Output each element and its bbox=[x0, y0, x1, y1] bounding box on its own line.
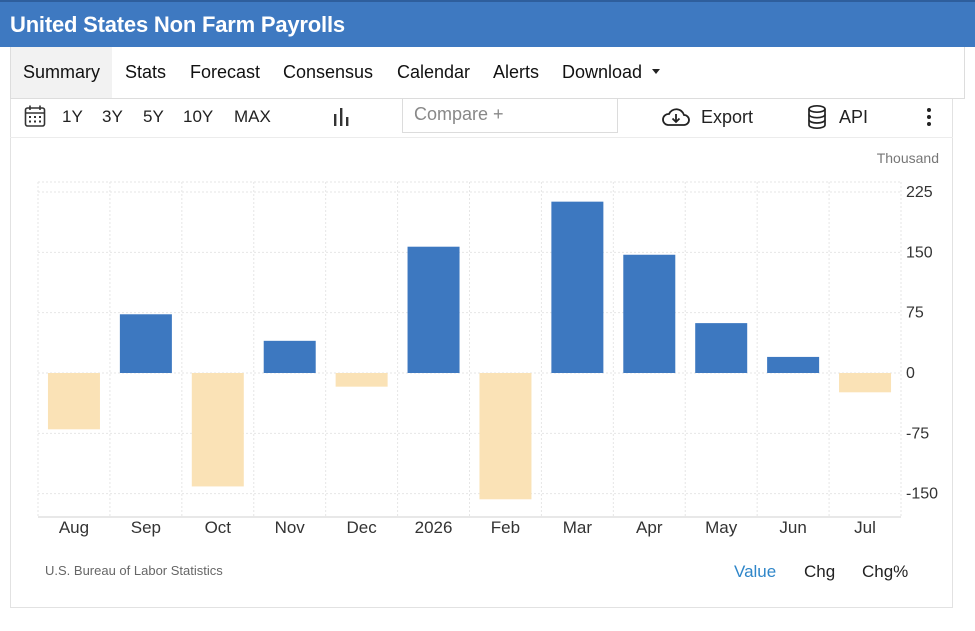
x-tick-label: Jun bbox=[779, 518, 806, 537]
toolbar-divider bbox=[10, 137, 953, 138]
y-tick-label: -150 bbox=[906, 486, 938, 503]
tab-bar: Summary Stats Forecast Consensus Calenda… bbox=[10, 47, 965, 99]
range-5y[interactable]: 5Y bbox=[143, 107, 164, 126]
calendar-icon[interactable] bbox=[24, 104, 46, 128]
mode-chg[interactable]: Chg bbox=[804, 562, 836, 581]
y-tick-label: 0 bbox=[906, 365, 915, 382]
bar bbox=[551, 201, 604, 373]
x-tick-label: Aug bbox=[59, 518, 89, 537]
tab-stats[interactable]: Stats bbox=[125, 62, 167, 82]
y-tick-label: 75 bbox=[906, 305, 924, 322]
x-tick-label: Dec bbox=[347, 518, 378, 537]
compare-input[interactable]: Compare + bbox=[402, 98, 618, 133]
x-tick-label: Oct bbox=[205, 518, 232, 537]
bar bbox=[47, 373, 100, 430]
range-3y[interactable]: 3Y bbox=[102, 107, 123, 126]
bar bbox=[335, 373, 388, 387]
tab-summary[interactable]: Summary bbox=[11, 47, 113, 98]
title-bar: United States Non Farm Payrolls bbox=[0, 0, 975, 47]
y-tick-label: 225 bbox=[906, 184, 933, 201]
y-tick-label: -75 bbox=[906, 425, 929, 442]
bar bbox=[191, 373, 244, 487]
tab-forecast[interactable]: Forecast bbox=[190, 62, 261, 82]
mode-value[interactable]: Value bbox=[734, 562, 777, 581]
x-tick-label: 2026 bbox=[415, 518, 453, 537]
y-tick-label: 150 bbox=[906, 244, 933, 261]
x-tick-label: Jul bbox=[854, 518, 876, 537]
bar bbox=[119, 314, 172, 373]
tab-alerts[interactable]: Alerts bbox=[493, 62, 540, 82]
x-tick-label: Feb bbox=[491, 518, 520, 537]
tab-download[interactable]: Download bbox=[562, 47, 661, 98]
caret-down-icon bbox=[652, 68, 661, 74]
bar bbox=[479, 373, 532, 500]
tab-download-label: Download bbox=[562, 62, 643, 82]
source-text: U.S. Bureau of Labor Statistics bbox=[45, 563, 223, 578]
export-button[interactable]: Export bbox=[701, 107, 754, 127]
bar bbox=[767, 356, 820, 373]
x-tick-label: Apr bbox=[636, 518, 663, 537]
tab-consensus[interactable]: Consensus bbox=[283, 62, 374, 82]
cloud-download-icon[interactable] bbox=[661, 105, 691, 129]
range-10y[interactable]: 10Y bbox=[183, 107, 214, 126]
range-1y[interactable]: 1Y bbox=[62, 107, 83, 126]
bar bbox=[407, 246, 460, 373]
bar bbox=[263, 340, 316, 373]
bar-chart-icon[interactable] bbox=[332, 106, 352, 126]
x-tick-label: Mar bbox=[563, 518, 593, 537]
mode-chg-pct[interactable]: Chg% bbox=[862, 562, 909, 581]
x-tick-label: May bbox=[705, 518, 738, 537]
range-max[interactable]: MAX bbox=[234, 107, 271, 126]
tab-calendar[interactable]: Calendar bbox=[397, 62, 471, 82]
bar bbox=[695, 323, 748, 373]
database-icon[interactable] bbox=[807, 104, 827, 130]
unit-label: Thousand bbox=[876, 150, 939, 166]
more-vertical-icon[interactable] bbox=[924, 106, 934, 128]
x-tick-label: Nov bbox=[275, 518, 306, 537]
bar bbox=[839, 373, 892, 393]
x-tick-label: Sep bbox=[131, 518, 161, 537]
bar bbox=[623, 254, 676, 373]
bar-chart: 225 150 75 0 -75 -150 Aug Sep Oct Nov Dec 2026 Feb Ma… bbox=[37, 181, 938, 537]
api-button[interactable]: API bbox=[839, 107, 869, 127]
page-title: United States Non Farm Payrolls bbox=[10, 12, 345, 37]
